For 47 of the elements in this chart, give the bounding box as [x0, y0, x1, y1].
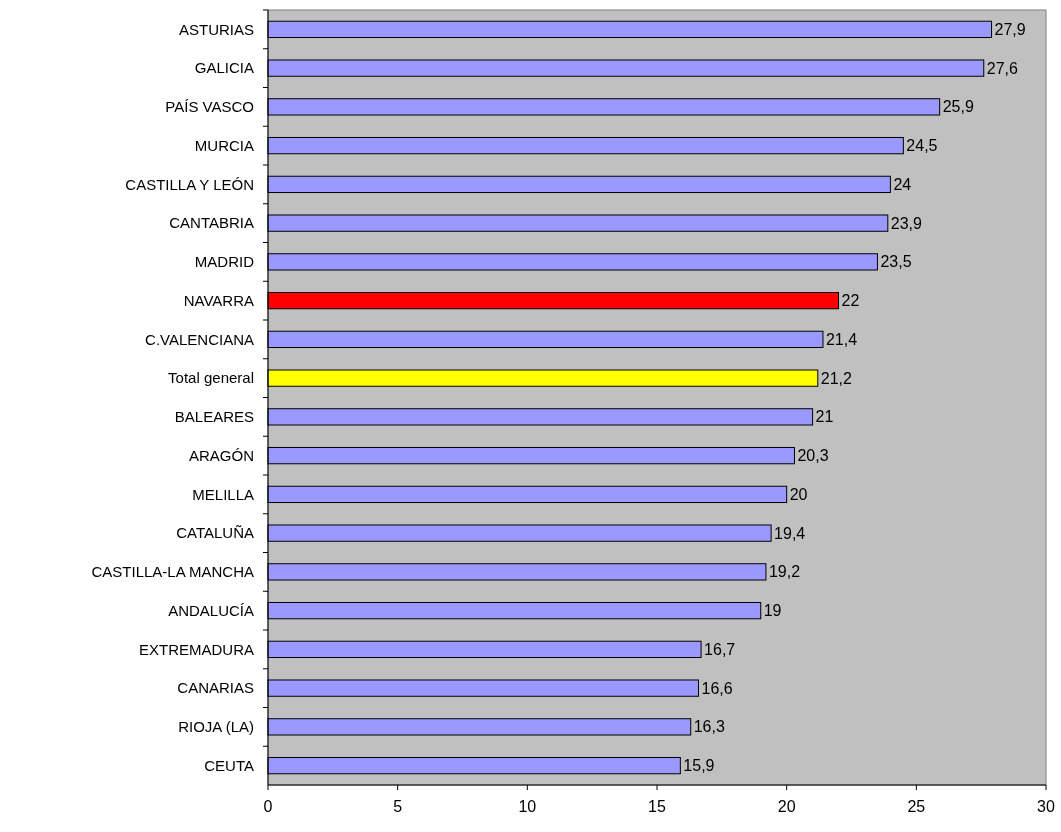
y-tick-label: NAVARRA: [183, 291, 254, 309]
y-tick-label: EXTREMADURA: [138, 640, 254, 658]
x-tick-label: 15: [648, 798, 666, 815]
y-tick-label: ANDALUCÍA: [168, 601, 254, 619]
y-tick-label: CASTILLA Y LEÓN: [125, 175, 254, 193]
data-label: 23,9: [890, 214, 923, 232]
data-label: 15,9: [683, 757, 715, 775]
data-label: 20,3: [797, 447, 829, 465]
data-label: 19: [763, 602, 782, 620]
data-label: 24: [893, 175, 912, 193]
y-tick-label: CASTILLA-LA MANCHA: [91, 563, 254, 581]
y-tick-label: GALICIA: [194, 59, 254, 77]
data-label: 24,5: [906, 137, 938, 155]
data-label: 22: [841, 292, 860, 310]
y-tick-label: ARAGÓN: [188, 446, 254, 464]
x-tick-label: 30: [1037, 798, 1055, 815]
data-label: 27,9: [994, 20, 1026, 38]
y-tick-label: CANTABRIA: [169, 214, 254, 232]
data-label: 21: [815, 408, 834, 426]
data-label: 27,6: [986, 59, 1018, 77]
y-tick-label: C.VALENCIANA: [145, 330, 254, 348]
data-label: 25,9: [942, 98, 974, 116]
data-label: 23,5: [880, 253, 912, 271]
data-label: 21,4: [825, 330, 858, 348]
data-label: 19,4: [774, 524, 806, 542]
y-tick-label: MADRID: [194, 253, 255, 271]
y-tick-label: CEUTA: [204, 756, 254, 774]
data-label: 20: [789, 485, 808, 503]
data-label: 16,7: [704, 640, 736, 658]
y-tick-label: CATALUÑA: [176, 524, 254, 542]
x-tick-label: 5: [393, 798, 403, 815]
data-label: 21,2: [820, 369, 853, 387]
y-tick-label: RIOJA (LA): [178, 718, 254, 736]
y-tick-label: PAÍS VASCO: [165, 98, 254, 116]
y-tick-label: MURCIA: [194, 136, 254, 154]
x-tick-label: 20: [777, 798, 796, 815]
data-label: 16,6: [701, 679, 733, 697]
x-tick-label: 10: [518, 798, 537, 815]
x-tick-label: 0: [263, 798, 273, 815]
y-tick-label: CANARIAS: [177, 679, 254, 697]
y-tick-label: BALEARES: [174, 408, 254, 426]
data-label: 16,3: [693, 718, 725, 736]
y-tick-label: ASTURIAS: [178, 20, 254, 38]
y-tick-label: MELILLA: [192, 485, 254, 503]
y-tick-label: Total general: [168, 369, 254, 387]
data-label: 19,2: [768, 563, 801, 581]
x-tick-label: 25: [907, 798, 926, 815]
